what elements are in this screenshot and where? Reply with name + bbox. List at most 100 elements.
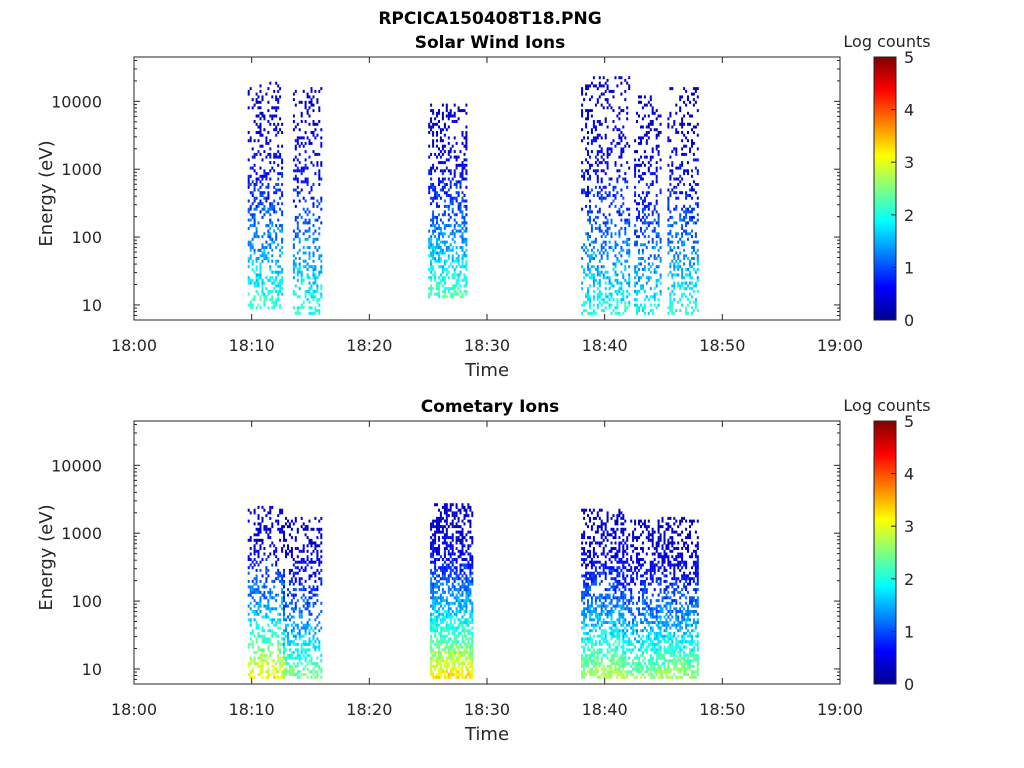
spectrogram-cell xyxy=(463,136,466,140)
spectrogram-cell xyxy=(432,590,435,594)
spectrogram-cell xyxy=(638,213,640,217)
spectrogram-cell xyxy=(275,284,278,288)
spectrogram-cell xyxy=(598,289,601,293)
spectrogram-cell xyxy=(465,637,468,641)
spectrogram-cell xyxy=(614,232,617,236)
spectrogram-cell xyxy=(455,637,458,641)
spectrogram-cell xyxy=(277,281,280,285)
spectrogram-cell xyxy=(461,265,464,269)
spectrogram-cell xyxy=(673,147,676,151)
spectrogram-cell xyxy=(281,508,284,512)
spectrogram-cell xyxy=(647,136,650,140)
spectrogram-cell xyxy=(445,166,448,170)
spectrogram-cell xyxy=(310,103,313,107)
spectrogram-cell xyxy=(283,585,285,589)
spectrogram-cell xyxy=(590,240,593,244)
spectrogram-cell xyxy=(696,218,699,222)
spectrogram-cell xyxy=(449,612,452,616)
spectrogram-cell xyxy=(585,295,588,299)
spectrogram-cell xyxy=(651,106,654,110)
spectrogram-cell xyxy=(634,298,637,302)
spectrogram-cell xyxy=(438,675,440,679)
spectrogram-cell xyxy=(469,664,472,668)
spectrogram-cell xyxy=(604,215,607,219)
spectrogram-cell xyxy=(447,604,450,608)
spectrogram-cell xyxy=(434,599,437,603)
spectrogram-cell xyxy=(279,284,282,288)
spectrogram-cell xyxy=(669,111,672,115)
spectrogram-cell xyxy=(443,185,446,189)
spectrogram-cell xyxy=(694,202,697,206)
spectrogram-cell xyxy=(655,194,658,197)
spectrogram-cell xyxy=(443,519,446,523)
spectrogram-cell xyxy=(590,273,593,277)
spectrogram-cell xyxy=(430,612,433,616)
spectrogram-cell xyxy=(434,503,437,507)
spectrogram-cell xyxy=(612,185,615,189)
spectrogram-cell xyxy=(290,577,293,581)
spectrogram-cell xyxy=(259,131,262,134)
spectrogram-cell xyxy=(616,292,619,296)
spectrogram-cell xyxy=(600,243,603,247)
spectrogram-cell xyxy=(471,607,474,611)
spectrogram-cell xyxy=(457,675,460,679)
spectrogram-cell xyxy=(441,607,444,611)
spectrogram-cell xyxy=(296,631,299,635)
spectrogram-cell xyxy=(696,169,699,173)
spectrogram-cell xyxy=(430,522,433,526)
spectrogram-cell xyxy=(308,590,311,594)
spectrogram-cell xyxy=(594,651,597,655)
spectrogram-cell xyxy=(461,568,464,572)
spectrogram-cell xyxy=(606,106,609,110)
spectrogram-cell xyxy=(292,626,295,630)
spectrogram-cell xyxy=(590,596,593,600)
spectrogram-cell xyxy=(638,235,640,239)
spectrogram-cell xyxy=(471,634,474,638)
spectrogram-cell xyxy=(685,215,688,219)
spectrogram-cell xyxy=(651,147,654,151)
spectrogram-cell xyxy=(594,656,597,660)
colorbar-tick-label: 3 xyxy=(904,153,914,172)
spectrogram-cell xyxy=(277,670,280,674)
spectrogram-cell xyxy=(671,172,674,176)
spectrogram-cell xyxy=(622,210,625,214)
spectrogram-cell xyxy=(606,552,609,556)
spectrogram-cell xyxy=(265,174,268,178)
spectrogram-cell xyxy=(281,511,284,515)
spectrogram-cell xyxy=(432,166,435,170)
spectrogram-cell xyxy=(616,281,619,285)
spectrogram-cell xyxy=(273,544,276,548)
spectrogram-cell xyxy=(681,232,684,236)
spectrogram-cell xyxy=(463,240,466,244)
spectrogram-cell xyxy=(455,673,458,676)
spectrogram-cell xyxy=(602,566,605,570)
spectrogram-cell xyxy=(657,144,660,148)
spectrogram-cell xyxy=(296,651,299,655)
spectrogram-cell xyxy=(290,527,293,531)
spectrogram-cell xyxy=(608,298,611,302)
spectrogram-cell xyxy=(675,235,678,239)
spectrogram-cell xyxy=(459,577,462,581)
spectrogram-cell xyxy=(461,519,464,523)
spectrogram-cell xyxy=(628,76,631,80)
spectrogram-cell xyxy=(281,194,284,197)
spectrogram-cell xyxy=(251,224,254,228)
spectrogram-cell xyxy=(434,659,437,663)
spectrogram-cell xyxy=(469,670,472,674)
spectrogram-cell xyxy=(618,311,621,315)
spectrogram-cell xyxy=(261,191,264,195)
spectrogram-cell xyxy=(463,194,466,197)
spectrogram-cell xyxy=(626,259,629,263)
spectrogram-cell xyxy=(457,180,460,184)
spectrogram-cell xyxy=(304,141,307,145)
spectrogram-cell xyxy=(288,571,291,575)
spectrogram-cell xyxy=(585,656,588,660)
spectrogram-cell xyxy=(655,144,658,148)
spectrogram-cell xyxy=(441,618,444,622)
spectrogram-cell xyxy=(592,659,595,663)
spectrogram-cell xyxy=(432,533,435,537)
spectrogram-cell xyxy=(443,525,446,529)
spectrogram-cell xyxy=(469,656,472,660)
spectrogram-cell xyxy=(463,675,466,679)
spectrogram-cell xyxy=(259,111,262,115)
